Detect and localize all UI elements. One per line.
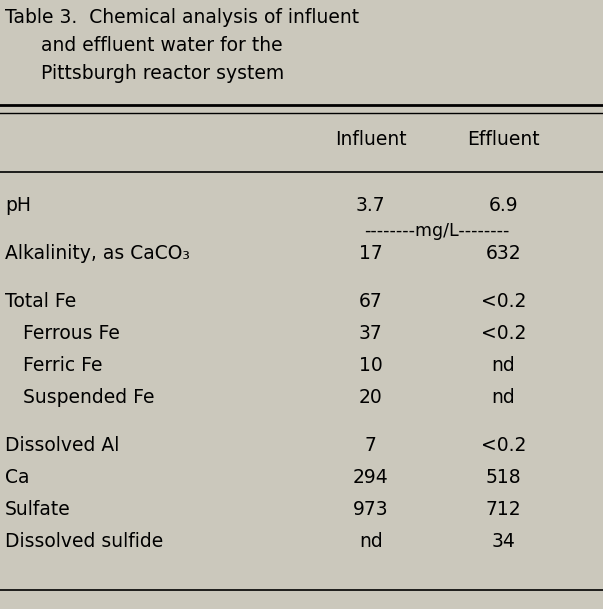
Text: Table 3.  Chemical analysis of influent: Table 3. Chemical analysis of influent	[5, 8, 359, 27]
Text: nd: nd	[491, 388, 516, 407]
Text: 34: 34	[491, 532, 516, 551]
Text: Alkalinity, as CaCO₃: Alkalinity, as CaCO₃	[5, 244, 190, 263]
Text: Ferrous Fe: Ferrous Fe	[5, 324, 120, 343]
Text: Suspended Fe: Suspended Fe	[5, 388, 154, 407]
Text: 973: 973	[353, 500, 389, 519]
Text: 20: 20	[359, 388, 383, 407]
Text: Pittsburgh reactor system: Pittsburgh reactor system	[5, 64, 284, 83]
Text: 67: 67	[359, 292, 383, 311]
Text: pH: pH	[5, 196, 31, 215]
Text: 6.9: 6.9	[488, 196, 519, 215]
Text: Dissolved Al: Dissolved Al	[5, 436, 119, 455]
Text: 3.7: 3.7	[356, 196, 386, 215]
Text: nd: nd	[359, 532, 383, 551]
Text: Sulfate: Sulfate	[5, 500, 71, 519]
Text: and effluent water for the: and effluent water for the	[5, 36, 282, 55]
Text: Effluent: Effluent	[467, 130, 540, 149]
Text: 712: 712	[485, 500, 522, 519]
Text: --------mg/L--------: --------mg/L--------	[364, 222, 510, 240]
Text: <0.2: <0.2	[481, 436, 526, 455]
Text: Influent: Influent	[335, 130, 406, 149]
Text: 632: 632	[485, 244, 522, 263]
Text: 518: 518	[485, 468, 522, 487]
Text: Total Fe: Total Fe	[5, 292, 76, 311]
Text: Dissolved sulfide: Dissolved sulfide	[5, 532, 163, 551]
Text: <0.2: <0.2	[481, 324, 526, 343]
Text: 17: 17	[359, 244, 383, 263]
Text: 37: 37	[359, 324, 383, 343]
Text: nd: nd	[491, 356, 516, 375]
Text: Ca: Ca	[5, 468, 30, 487]
Text: 10: 10	[359, 356, 383, 375]
Text: 7: 7	[365, 436, 377, 455]
Text: 294: 294	[353, 468, 389, 487]
Text: Ferric Fe: Ferric Fe	[5, 356, 103, 375]
Text: <0.2: <0.2	[481, 292, 526, 311]
